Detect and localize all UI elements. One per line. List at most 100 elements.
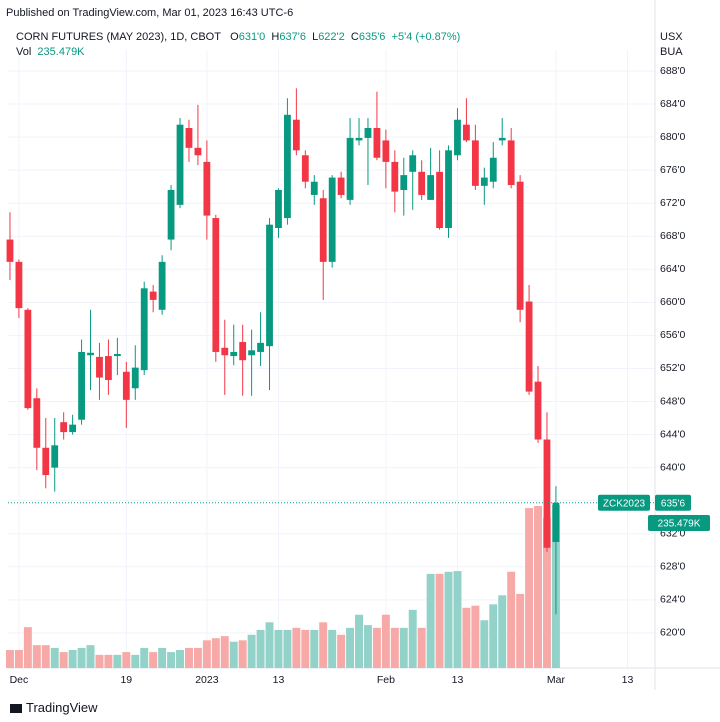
volume-bar — [23, 627, 32, 668]
volume-bar — [408, 609, 417, 668]
y-tick-label: 624'0 — [660, 594, 686, 606]
volume-bar — [220, 636, 229, 668]
x-tick-label: Mar — [547, 674, 566, 686]
volume-bar — [337, 634, 346, 668]
ohlc-key: L — [312, 31, 319, 43]
candle-body — [534, 381, 542, 440]
volume-bar — [149, 652, 158, 668]
volume-bar — [453, 571, 462, 668]
candle-body — [436, 171, 443, 228]
volume-bar — [238, 640, 247, 668]
candle-body — [158, 261, 166, 310]
x-tick-label: Feb — [377, 674, 395, 686]
y-tick-label: 688'0 — [660, 65, 686, 77]
legend: CORN FUTURES (MAY 2023), 1D, CBOT O631'0… — [16, 31, 460, 43]
candle-body — [69, 424, 77, 433]
candle-body — [454, 119, 461, 156]
candle-body — [257, 342, 264, 352]
y-tick-label: 672'0 — [660, 197, 686, 209]
ohlc-value: 622'2 — [318, 31, 345, 43]
y-tick-label: 652'0 — [660, 362, 686, 374]
volume-bar — [319, 622, 328, 668]
candle-body — [463, 124, 470, 141]
candle-body — [409, 155, 417, 172]
candle-body — [498, 137, 506, 141]
unit: BUA — [660, 46, 683, 58]
volume-bar — [14, 650, 23, 668]
ohlc-value: 635'6 — [358, 31, 386, 43]
candle-body — [149, 291, 157, 300]
volume-bar — [283, 629, 292, 668]
volume-bar — [104, 654, 113, 668]
volume-bar — [86, 645, 95, 668]
volume-bar — [462, 607, 471, 668]
x-tick-label: 13 — [622, 674, 634, 686]
candle-body — [346, 137, 354, 200]
volume-bar — [498, 595, 507, 668]
volume-bar — [41, 645, 50, 668]
candle-body — [6, 239, 14, 262]
volume-bar — [158, 647, 167, 668]
volume-bar — [435, 573, 444, 668]
volume-bar — [417, 627, 426, 668]
candle-body — [328, 177, 336, 262]
volume-bar — [265, 622, 274, 668]
candle-body — [552, 502, 560, 542]
volume-bar — [122, 652, 131, 668]
volume-bar — [534, 506, 542, 668]
volume-bar — [489, 604, 498, 668]
candle-body — [42, 447, 50, 476]
candle-body — [400, 175, 408, 190]
y-tick-label: 656'0 — [660, 329, 686, 341]
candle-body — [176, 124, 184, 205]
volume-bar — [390, 627, 399, 668]
symbol: CORN FUTURES (MAY 2023), 1D, CBOT — [16, 31, 221, 43]
volume-value: 235.479K — [37, 46, 85, 58]
candle-body — [284, 114, 291, 219]
candle-body — [248, 350, 256, 356]
volume-bar — [328, 629, 337, 668]
volume-bar — [32, 645, 41, 668]
x-tick-label: Dec — [10, 674, 29, 686]
volume-bar — [167, 652, 176, 668]
candle-body — [471, 140, 479, 186]
volume-bar — [363, 625, 372, 668]
volume-bar — [525, 508, 534, 668]
y-tick-label: 684'0 — [660, 98, 686, 110]
volume-bar — [507, 571, 516, 668]
candle-body — [87, 352, 94, 356]
volume-bar — [372, 627, 381, 668]
ohlc-value: 637'6 — [279, 31, 306, 43]
y-tick-label: 644'0 — [660, 428, 686, 440]
volume-bar — [381, 614, 390, 668]
candle-body — [140, 288, 148, 371]
candle-body — [418, 171, 426, 195]
candle-body — [212, 218, 220, 352]
volume-bar — [59, 652, 68, 668]
candle-body — [105, 356, 112, 381]
candle-body — [337, 177, 345, 195]
candle-body — [96, 356, 103, 378]
ohlc-key: C — [350, 31, 359, 43]
price-tag-bg — [655, 494, 691, 511]
y-tick-label: 664'0 — [660, 263, 686, 275]
candle-body — [185, 128, 193, 148]
candle-body — [292, 119, 300, 151]
volume-bar — [113, 654, 122, 668]
volume-bar — [301, 629, 310, 668]
volume-bar — [310, 629, 319, 668]
candle-body — [131, 367, 139, 389]
candle-body — [51, 445, 59, 468]
volume-bar — [247, 634, 256, 668]
volume-bar — [202, 640, 211, 668]
volume-legend: Vol 235.479K — [16, 46, 85, 58]
logo — [10, 704, 22, 714]
candle-body — [167, 189, 175, 240]
candle-body — [113, 354, 121, 357]
symbol-tag: ZCK2023 — [603, 498, 646, 509]
candle-body — [543, 439, 551, 548]
candle-body — [275, 189, 282, 228]
candle-body — [319, 198, 327, 262]
candle-body — [194, 147, 202, 156]
